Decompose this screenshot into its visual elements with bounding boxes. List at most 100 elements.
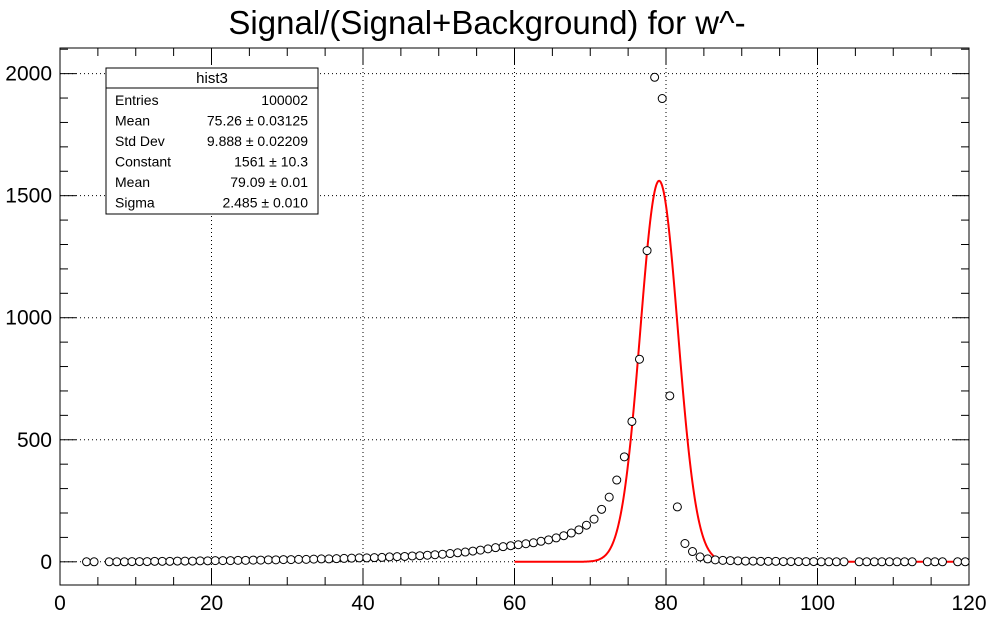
data-point	[165, 556, 175, 566]
data-point	[135, 557, 145, 567]
data-point	[892, 557, 902, 567]
data-point	[127, 557, 137, 567]
data-point	[354, 553, 364, 563]
data-point	[491, 543, 501, 553]
data-point	[385, 552, 395, 562]
data-point	[347, 553, 357, 563]
data-point	[733, 556, 743, 566]
data-point	[445, 549, 455, 559]
data-point	[665, 391, 675, 401]
y-tick-label: 500	[17, 429, 52, 452]
data-point	[831, 557, 841, 567]
stats-row-value: 2.485 ± 0.010	[222, 195, 308, 211]
data-point	[225, 556, 235, 566]
data-point	[816, 557, 826, 567]
fit-curve	[514, 179, 969, 563]
data-point	[369, 553, 379, 563]
plot-frame	[59, 47, 970, 586]
stats-row-value: 9.888 ± 0.02209	[207, 133, 308, 149]
data-point	[544, 535, 554, 545]
data-point	[748, 556, 758, 566]
data-point	[453, 548, 463, 558]
data-point	[528, 538, 538, 548]
data-point	[324, 554, 334, 564]
data-point	[612, 475, 622, 485]
y-tick-label: 1500	[5, 185, 52, 208]
data-point	[301, 554, 311, 564]
stats-row-label: Entries	[115, 92, 159, 108]
data-point	[195, 556, 205, 566]
data-point	[710, 555, 720, 565]
data-point	[900, 557, 910, 567]
stats-row-label: Mean	[115, 113, 150, 129]
data-point	[854, 557, 864, 567]
data-point	[756, 556, 766, 566]
axis-ticks	[59, 48, 970, 585]
data-point	[112, 557, 122, 567]
data-point	[286, 555, 296, 565]
data-point	[331, 554, 341, 564]
data-point	[339, 553, 349, 563]
data-point	[263, 555, 273, 565]
data-point	[877, 557, 887, 567]
data-point	[506, 541, 516, 551]
data-point	[574, 525, 584, 535]
data-point	[157, 556, 167, 566]
stats-rows: Entries 100002 Mean 75.26 ± 0.03125 Std Dev 9…	[115, 92, 308, 211]
data-point	[824, 557, 834, 567]
data-point	[604, 492, 614, 502]
data-point	[839, 557, 849, 567]
data-point	[809, 557, 819, 567]
data-point	[778, 557, 788, 567]
fit-curve-layer	[514, 179, 969, 563]
data-point	[937, 557, 947, 567]
data-point	[377, 552, 387, 562]
data-point	[271, 555, 281, 565]
x-tick-label: 20	[200, 592, 223, 615]
data-point	[960, 557, 970, 567]
data-point	[551, 533, 561, 543]
data-point	[294, 554, 304, 564]
stats-row-value: 75.26 ± 0.03125	[207, 113, 308, 129]
data-point	[513, 540, 523, 550]
data-point	[589, 514, 599, 524]
data-point	[392, 552, 402, 562]
data-point	[627, 416, 637, 426]
data-point	[566, 528, 576, 538]
data-point	[581, 520, 591, 530]
data-point	[657, 94, 667, 104]
data-point	[422, 550, 432, 560]
data-point	[203, 556, 213, 566]
data-point	[241, 555, 251, 565]
stats-box-title: hist3	[196, 70, 228, 87]
data-point	[703, 554, 713, 564]
data-point	[256, 555, 266, 565]
stats-box-frame	[105, 67, 319, 215]
data-point	[521, 539, 531, 549]
data-point	[104, 557, 114, 567]
data-point	[763, 556, 773, 566]
data-point	[309, 554, 319, 564]
data-point	[794, 557, 804, 567]
y-tick-label: 0	[40, 551, 52, 574]
data-point	[725, 556, 735, 566]
data-point	[233, 555, 243, 565]
data-point	[430, 550, 440, 560]
data-point	[862, 557, 872, 567]
data-point	[680, 539, 690, 549]
data-point	[907, 557, 917, 567]
data-point	[642, 246, 652, 256]
x-tick-label: 60	[503, 592, 526, 615]
stats-row-value: 100002	[261, 92, 308, 108]
data-point	[786, 557, 796, 567]
y-tick-label: 1000	[5, 307, 52, 330]
data-point	[695, 552, 705, 562]
data-point	[869, 557, 879, 567]
stats-row-value: 79.09 ± 0.01	[230, 174, 308, 190]
tick-labels: 0 20 40 60 80 100 120 0 500 1000 1500 2000	[5, 63, 986, 615]
data-point	[188, 556, 198, 566]
data-point	[460, 547, 470, 557]
x-tick-label: 40	[351, 592, 374, 615]
data-point	[119, 557, 129, 567]
